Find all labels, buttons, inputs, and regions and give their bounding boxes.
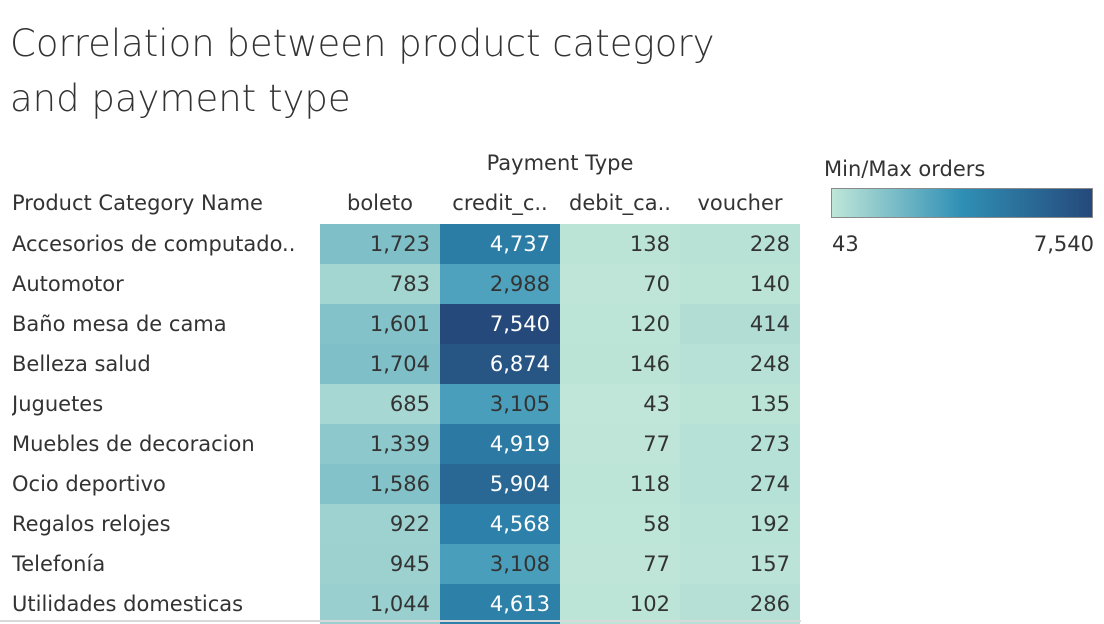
table-row: Regalos relojes 922 4,568 58 192 <box>0 504 801 544</box>
heatmap-cell: 248 <box>680 344 800 384</box>
heatmap-cell: 102 <box>560 584 680 624</box>
table-row: Utilidades domesticas 1,044 4,613 102 286 <box>0 584 801 624</box>
table-row: Ocio deportivo 1,586 5,904 118 274 <box>0 464 801 504</box>
heatmap-cell: 146 <box>560 344 680 384</box>
heatmap-cell: 135 <box>680 384 800 424</box>
column-header: voucher <box>697 191 783 215</box>
row-header: Product Category Name <box>12 191 263 215</box>
heatmap-cell: 7,540 <box>440 304 560 344</box>
legend-min-label: 43 <box>832 232 859 256</box>
column-header: boleto <box>346 191 413 215</box>
heatmap-cell: 157 <box>680 544 800 584</box>
table-row: Automotor 783 2,988 70 140 <box>0 264 801 304</box>
bottom-divider <box>0 620 801 622</box>
heatmap-cell: 685 <box>320 384 440 424</box>
heatmap-cell: 273 <box>680 424 800 464</box>
heatmap-cell: 70 <box>560 264 680 304</box>
heatmap-cell: 192 <box>680 504 800 544</box>
column-group-label: Payment Type <box>486 151 634 175</box>
row-label: Baño mesa de cama <box>12 312 227 336</box>
heatmap-cell: 77 <box>560 424 680 464</box>
heatmap-cell: 1,704 <box>320 344 440 384</box>
heatmap-cell: 1,586 <box>320 464 440 504</box>
heatmap-cell: 286 <box>680 584 800 624</box>
heatmap-cell: 414 <box>680 304 800 344</box>
row-label: Juguetes <box>12 392 104 416</box>
legend-max-label: 7,540 <box>1033 232 1094 256</box>
heatmap-cell: 6,874 <box>440 344 560 384</box>
heatmap-cell: 4,613 <box>440 584 560 624</box>
heatmap-cell: 118 <box>560 464 680 504</box>
chart-title: Correlation between product category and… <box>10 22 715 120</box>
heatmap-table: Accesorios de computado.. 1,723 4,737 138 22… <box>0 224 801 624</box>
table-row: Muebles de decoracion 1,339 4,919 77 273 <box>0 424 801 464</box>
heatmap-cell: 2,988 <box>440 264 560 304</box>
table-row: Juguetes 685 3,105 43 135 <box>0 384 801 424</box>
heatmap-cell: 1,044 <box>320 584 440 624</box>
row-label: Automotor <box>12 272 124 296</box>
heatmap-cell: 1,723 <box>320 224 440 264</box>
row-label: Accesorios de computado.. <box>12 232 296 256</box>
column-header: credit_c.. <box>452 191 548 215</box>
row-label: Muebles de decoracion <box>12 432 255 456</box>
table-row: Baño mesa de cama 1,601 7,540 120 414 <box>0 304 801 344</box>
table-row: Telefonía 945 3,108 77 157 <box>0 544 801 584</box>
heatmap-cell: 58 <box>560 504 680 544</box>
heatmap-cell: 922 <box>320 504 440 544</box>
heatmap-cell: 1,339 <box>320 424 440 464</box>
heatmap-cell: 1,601 <box>320 304 440 344</box>
heatmap-cell: 5,904 <box>440 464 560 504</box>
heatmap-cell: 3,108 <box>440 544 560 584</box>
row-label: Ocio deportivo <box>12 472 166 496</box>
heatmap-cell: 140 <box>680 264 800 304</box>
row-label: Telefonía <box>12 552 106 576</box>
heatmap-cell: 945 <box>320 544 440 584</box>
heatmap-cell: 77 <box>560 544 680 584</box>
heatmap-cell: 228 <box>680 224 800 264</box>
heatmap-cell: 4,568 <box>440 504 560 544</box>
legend-color-bar <box>831 188 1093 218</box>
heatmap-cell: 783 <box>320 264 440 304</box>
heatmap-cell: 120 <box>560 304 680 344</box>
column-header: debit_ca.. <box>569 191 671 215</box>
legend-title: Min/Max orders <box>824 157 986 181</box>
heatmap-cell: 274 <box>680 464 800 504</box>
heatmap-cell: 4,737 <box>440 224 560 264</box>
row-label: Regalos relojes <box>12 512 171 536</box>
row-label: Utilidades domesticas <box>12 592 244 616</box>
table-row: Accesorios de computado.. 1,723 4,737 138 22… <box>0 224 801 264</box>
row-label: Belleza salud <box>12 352 151 376</box>
heatmap-cell: 3,105 <box>440 384 560 424</box>
heatmap-cell: 4,919 <box>440 424 560 464</box>
heatmap-cell: 138 <box>560 224 680 264</box>
heatmap-cell: 43 <box>560 384 680 424</box>
table-row: Belleza salud 1,704 6,874 146 248 <box>0 344 801 384</box>
